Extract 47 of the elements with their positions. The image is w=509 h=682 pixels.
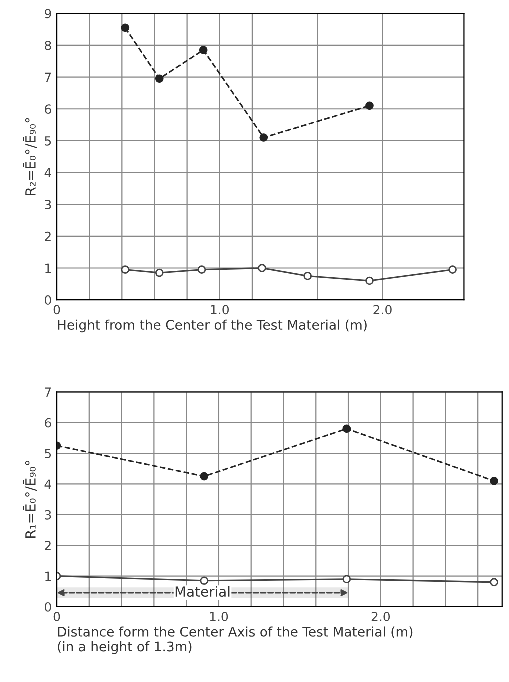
y-tick-label: 3	[45, 510, 52, 520]
y-tick-label: 2	[45, 541, 51, 550]
y-tick-label: 0	[45, 296, 52, 306]
point	[260, 134, 268, 142]
point	[342, 575, 352, 584]
point	[200, 472, 209, 481]
x-tick-label: 1.0	[210, 612, 228, 622]
x-tick-label: 0	[54, 612, 60, 622]
y-tick-label: 5	[45, 136, 52, 146]
point	[200, 576, 209, 586]
x-tick-label: 1.0	[211, 305, 229, 315]
y-tick-label: 7	[45, 388, 52, 397]
y-tick-label: 4	[44, 480, 52, 489]
point	[121, 24, 130, 32]
point	[155, 268, 164, 278]
y-tick-label: 7	[45, 72, 52, 82]
point	[490, 578, 498, 587]
y-axis-title: R₂=Ē₀°/Ē₉₀°	[23, 118, 38, 196]
y-tick-label: 6	[45, 104, 52, 114]
point	[366, 102, 374, 110]
x-tick-label: 0	[54, 305, 60, 315]
point	[304, 272, 312, 280]
y-axis-title: R₁=Ē₀°/Ē₉₀°	[23, 461, 38, 538]
y-tick-label: 5	[45, 449, 52, 458]
y-tick-label: 9	[44, 9, 52, 19]
y-tick-label: 6	[45, 418, 52, 428]
y-tick-label: 1	[46, 572, 51, 582]
point	[342, 424, 352, 434]
x-tick-label: 2.0	[372, 612, 390, 622]
y-tick-label: 0	[45, 602, 52, 612]
y-tick-label: 3	[45, 200, 52, 210]
y-tick-label: 1	[46, 264, 51, 273]
band-label: Material	[176, 586, 230, 598]
point	[155, 74, 164, 84]
x-axis-title: Distance form the Center Axis of the Test Material (m) (in a height of 1.3m)	[58, 626, 413, 654]
point	[490, 476, 498, 486]
point	[366, 276, 374, 286]
x-axis-title: Height from the Center of the Test Material (m)	[58, 320, 367, 333]
x-tick-label: 2.0	[374, 305, 392, 315]
y-tick-label: 2	[45, 232, 51, 242]
y-tick-label: 8	[45, 40, 52, 50]
point	[121, 266, 130, 274]
point	[198, 266, 206, 274]
y-tick-label: 4	[44, 168, 52, 178]
point	[199, 46, 208, 54]
point	[448, 266, 457, 274]
point	[258, 264, 266, 272]
